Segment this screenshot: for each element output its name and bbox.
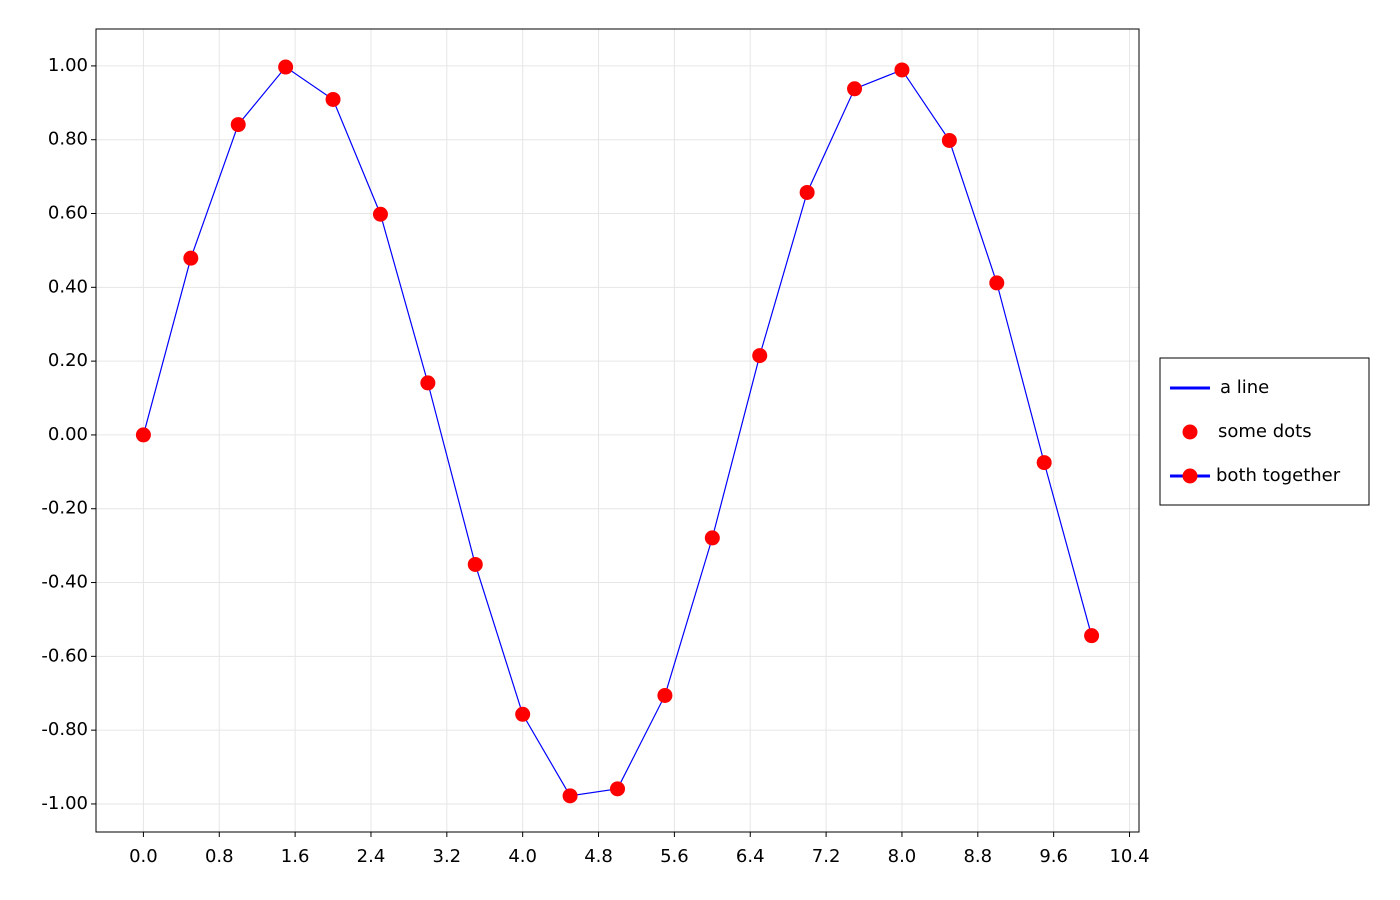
legend-label: a line bbox=[1220, 377, 1269, 398]
y-tick-label: 0.60 bbox=[48, 203, 88, 224]
x-tick-label: 7.2 bbox=[812, 846, 841, 867]
y-tick-label: -1.00 bbox=[41, 793, 88, 814]
x-tick-label: 0.0 bbox=[129, 846, 158, 867]
dot bbox=[799, 184, 815, 200]
dot bbox=[1084, 628, 1100, 644]
dot bbox=[847, 81, 863, 97]
dot bbox=[941, 132, 957, 148]
x-tick-label: 6.4 bbox=[736, 846, 765, 867]
y-tick-label: 0.00 bbox=[48, 424, 88, 445]
dot bbox=[420, 375, 436, 391]
dot bbox=[610, 781, 625, 797]
y-tick-label: 0.80 bbox=[48, 129, 88, 150]
y-tick-label: -0.60 bbox=[41, 645, 88, 666]
y-tick-label: -0.40 bbox=[41, 572, 88, 593]
grid bbox=[96, 29, 1139, 832]
dot bbox=[325, 91, 341, 107]
x-tick-label: 10.4 bbox=[1109, 846, 1149, 867]
dot bbox=[230, 117, 246, 133]
x-tick-label: 8.0 bbox=[888, 846, 917, 867]
x-tick-label: 8.8 bbox=[963, 846, 992, 867]
dot bbox=[657, 687, 673, 703]
y-tick-label: 1.00 bbox=[48, 55, 88, 76]
y-tick-label: 0.20 bbox=[48, 350, 88, 371]
dot bbox=[515, 706, 531, 722]
dot bbox=[183, 250, 199, 266]
line bbox=[142, 66, 1093, 797]
x-tick-label: 3.2 bbox=[433, 846, 462, 867]
x-tick-label: 5.6 bbox=[660, 846, 689, 867]
dot bbox=[752, 348, 768, 364]
x-tick-label: 2.4 bbox=[357, 846, 386, 867]
y-tick-label: -0.20 bbox=[41, 498, 88, 519]
legend-dot bbox=[1182, 468, 1198, 484]
x-tick-label: 4.0 bbox=[508, 846, 537, 867]
dot bbox=[278, 59, 294, 75]
y-tick-label: -0.80 bbox=[41, 719, 88, 740]
x-tick-label: 1.6 bbox=[281, 846, 310, 867]
dot bbox=[372, 206, 388, 222]
dot bbox=[135, 427, 151, 443]
dot bbox=[1036, 455, 1052, 471]
y-tick-label: 0.40 bbox=[48, 276, 88, 297]
dot bbox=[467, 556, 483, 572]
x-tick-label: 9.6 bbox=[1039, 846, 1068, 867]
legend-label: both together bbox=[1216, 465, 1341, 486]
dot bbox=[894, 62, 910, 78]
legend-label: some dots bbox=[1218, 421, 1312, 442]
plot-frame bbox=[95, 28, 1140, 833]
x-tick-label: 0.8 bbox=[205, 846, 234, 867]
legend-dot bbox=[1182, 424, 1198, 440]
x-tick-label: 4.8 bbox=[584, 846, 613, 867]
legend: a line some dots both together bbox=[1159, 357, 1370, 506]
dot bbox=[704, 530, 720, 546]
dot bbox=[989, 275, 1005, 291]
dot bbox=[562, 788, 578, 804]
